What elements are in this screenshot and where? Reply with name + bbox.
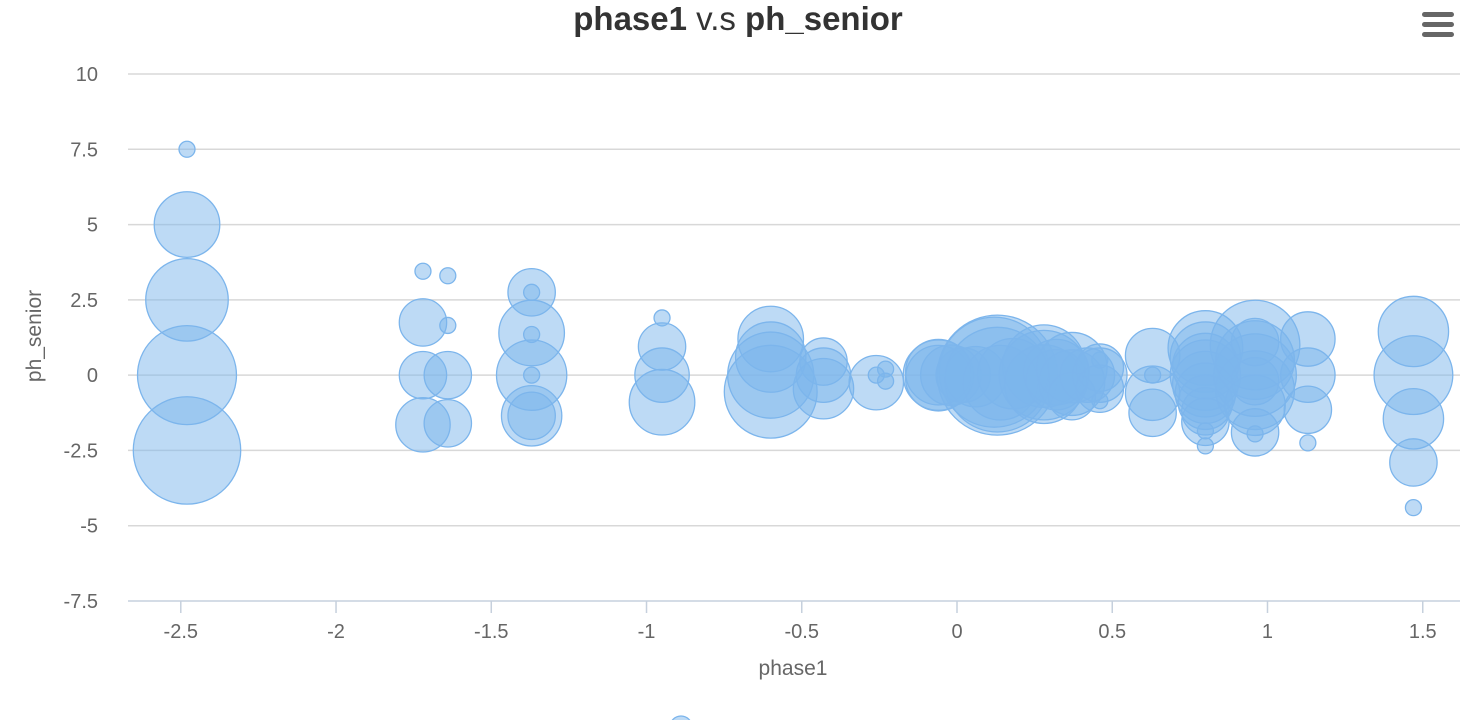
bubble-point[interactable] <box>398 298 448 347</box>
y-tick-label: 2.5 <box>70 290 98 312</box>
bubble-point[interactable] <box>1283 385 1333 435</box>
x-tick-label: -2.5 <box>164 621 198 643</box>
legend-series-marker[interactable] <box>670 715 692 720</box>
x-axis <box>128 600 1460 613</box>
y-tick-label: 0 <box>87 365 98 387</box>
x-tick-label: 1.5 <box>1409 621 1437 643</box>
x-axis-tick-labels: -2.5 -2 -1.5 -1 -0.5 0 0.5 1 1.5 <box>164 621 1437 643</box>
bubble-point[interactable] <box>423 398 473 448</box>
x-tick-label: 0 <box>951 621 962 643</box>
x-tick-label: -1.5 <box>474 621 508 643</box>
bubble-point[interactable] <box>876 372 895 390</box>
bubble-point[interactable] <box>1196 437 1215 455</box>
bubble-point[interactable] <box>1075 364 1125 414</box>
title-connector: v.s <box>687 0 745 37</box>
bubble-point[interactable] <box>792 357 855 420</box>
x-axis-title: phase1 <box>759 657 828 680</box>
y-axis-tick-labels: 10 7.5 5 2.5 0 -2.5 -5 -7.5 <box>64 64 98 613</box>
title-y-variable: ph_senior <box>745 0 903 37</box>
bubble-point[interactable] <box>132 396 242 505</box>
bubble-series <box>132 140 1454 517</box>
bubble-point[interactable] <box>414 262 432 280</box>
bubble-point[interactable] <box>1389 438 1438 487</box>
y-tick-label: 7.5 <box>70 139 98 161</box>
hamburger-menu-icon-bar-2 <box>1422 22 1454 27</box>
bubble-point[interactable] <box>522 283 541 301</box>
chart-title: phase1 v.s ph_senior <box>573 0 903 37</box>
bubble-point[interactable] <box>178 140 196 158</box>
x-tick-label: -0.5 <box>785 621 819 643</box>
y-tick-label: -2.5 <box>64 440 98 462</box>
title-x-variable: phase1 <box>573 0 687 37</box>
bubble-point[interactable] <box>1128 388 1177 438</box>
y-tick-label: -7.5 <box>64 591 98 613</box>
bubble-point[interactable] <box>439 267 457 285</box>
x-tick-label: -1 <box>638 621 656 643</box>
chart-menu-button[interactable] <box>1418 8 1458 44</box>
y-tick-label: -5 <box>80 516 98 538</box>
bubble-point[interactable] <box>1230 356 1280 406</box>
bubble-point[interactable] <box>1299 434 1317 452</box>
y-tick-label: 5 <box>87 215 98 237</box>
hamburger-menu-icon-bar-3 <box>1422 32 1454 37</box>
bubble-point[interactable] <box>1196 422 1215 440</box>
bubble-point[interactable] <box>522 366 541 384</box>
bubble-point[interactable] <box>153 191 221 259</box>
bubble-point[interactable] <box>1246 425 1264 443</box>
x-tick-label: 0.5 <box>1098 621 1126 643</box>
x-tick-label: -2 <box>327 621 345 643</box>
bubble-point[interactable] <box>628 368 696 436</box>
y-axis-title: ph_senior <box>23 290 46 382</box>
bubble-point[interactable] <box>423 350 473 400</box>
hamburger-menu-icon <box>1422 12 1454 17</box>
x-tick-label: 1 <box>1262 621 1273 643</box>
bubble-point[interactable] <box>1404 498 1423 517</box>
y-gridlines <box>128 73 1460 527</box>
y-tick-label: 10 <box>76 64 98 86</box>
bubble-point[interactable] <box>1091 392 1109 410</box>
bubble-point[interactable] <box>439 316 457 335</box>
bubble-point[interactable] <box>507 391 556 441</box>
